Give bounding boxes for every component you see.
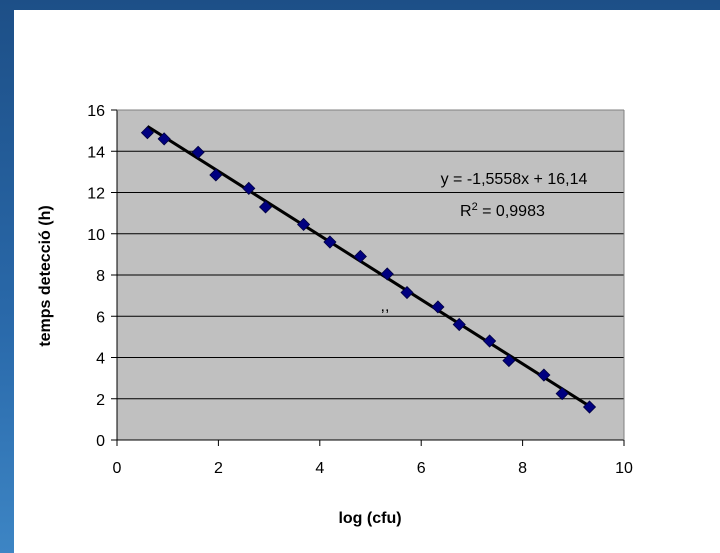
data-point-13 — [483, 334, 497, 348]
x-tick-label-2: 2 — [214, 460, 223, 477]
x-tick-label-0: 0 — [113, 460, 122, 477]
data-point-10 — [400, 285, 414, 300]
data-point-2 — [191, 145, 205, 159]
y-tick-label-0: 0 — [96, 433, 105, 450]
y-tick-label-8: 8 — [96, 268, 105, 285]
data-point-6 — [297, 217, 311, 232]
x-tick-label-10: 10 — [615, 460, 633, 477]
r-squared-superscript: 2 — [472, 201, 478, 213]
y-tick-label-10: 10 — [87, 227, 105, 244]
data-point-11 — [431, 300, 445, 314]
data-point-3 — [209, 168, 223, 182]
data-point-8 — [353, 249, 367, 264]
data-point-0 — [140, 126, 154, 140]
data-point-12 — [452, 317, 466, 332]
data-points — [140, 126, 597, 414]
y-tick-label-16: 16 — [87, 103, 105, 120]
data-point-14 — [502, 354, 516, 368]
data-point-16 — [555, 387, 569, 401]
y-tick-label-4: 4 — [96, 351, 105, 368]
data-point-5 — [258, 200, 273, 214]
r-squared-value: = 0,9983 — [478, 203, 545, 220]
data-point-17 — [582, 400, 597, 414]
x-axis-title: log (cfu) — [338, 510, 401, 527]
r-squared-prefix: R — [460, 203, 472, 220]
y-tick-label-12: 12 — [87, 186, 105, 203]
y-axis-title: temps detecció (h) — [37, 205, 54, 346]
x-tick-label-4: 4 — [315, 460, 324, 477]
x-axis-ticks: 0 2 4 6 8 10 — [113, 440, 633, 477]
data-point-7 — [323, 235, 337, 249]
stray-annotation: ,, — [381, 298, 390, 315]
data-point-1 — [157, 132, 171, 146]
y-tick-label-14: 14 — [87, 144, 105, 161]
y-tick-label-2: 2 — [96, 392, 105, 409]
r-squared-label: R2 = 0,9983 — [460, 201, 545, 220]
x-tick-label-6: 6 — [417, 460, 426, 477]
y-axis-ticks: 0 2 4 6 8 10 12 14 16 — [87, 103, 117, 450]
y-tick-label-6: 6 — [96, 309, 105, 326]
x-tick-label-8: 8 — [518, 460, 527, 477]
data-point-15 — [537, 368, 551, 382]
trendline-equation: y = -1,5558x + 16,14 — [441, 171, 588, 188]
data-point-9 — [380, 267, 394, 281]
trendline — [146, 125, 591, 408]
data-point-4 — [242, 181, 256, 195]
